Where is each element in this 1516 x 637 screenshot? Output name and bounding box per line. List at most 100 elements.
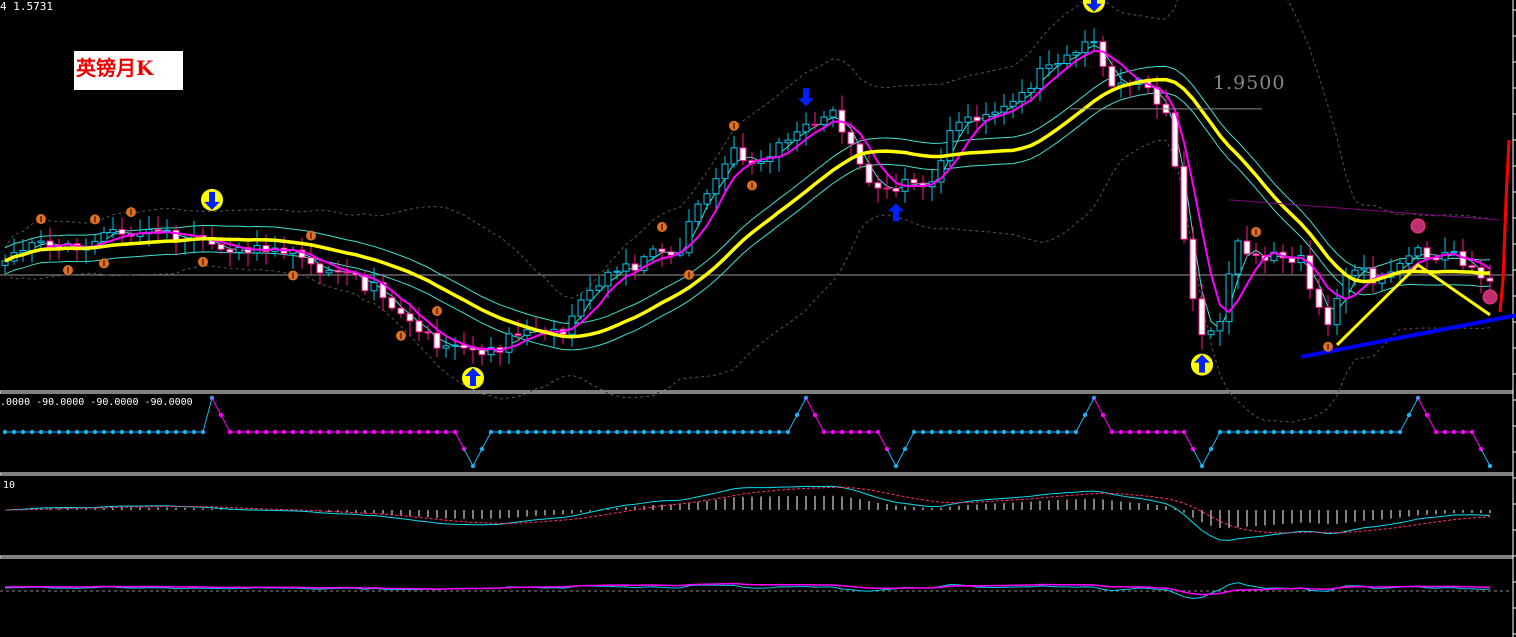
candle-bull <box>604 271 612 287</box>
candle-bear <box>334 269 342 273</box>
oscillator-segment <box>454 431 465 450</box>
target-icon <box>1410 218 1426 234</box>
candle-bull <box>109 228 117 234</box>
candle-bull <box>1360 267 1368 271</box>
candle-bull <box>1351 269 1359 276</box>
level-label: 1.9500 <box>1213 72 1286 94</box>
chart-title-box: 英镑月K <box>74 51 183 90</box>
candle-bull <box>1216 321 1224 332</box>
candle-bear <box>433 332 441 349</box>
oscillator-segment <box>463 448 474 467</box>
arrow-down-icon <box>1086 0 1102 12</box>
oscillator-segment <box>1192 448 1203 467</box>
candle-bull <box>685 221 693 254</box>
oscillator-segment <box>805 397 816 416</box>
candle-bull <box>145 228 153 235</box>
zigzag-line <box>1335 262 1491 347</box>
arrow-down-icon <box>204 191 220 210</box>
bottom-line-magenta <box>4 582 1491 596</box>
target-icon <box>1482 289 1498 305</box>
oscillator-segment <box>904 431 915 450</box>
candle-bull <box>442 345 450 349</box>
candle-bull <box>703 193 711 205</box>
candle-bull <box>451 344 459 347</box>
oscillator-segment <box>1399 414 1410 433</box>
candle-bear <box>1189 238 1197 300</box>
candle-bear <box>397 307 405 315</box>
candle-bear <box>847 131 855 145</box>
candle-bull <box>1090 41 1098 44</box>
candle-bull <box>523 329 531 336</box>
candle-bear <box>910 178 918 184</box>
candle-bull <box>946 130 954 162</box>
candle-bull <box>820 116 828 126</box>
candle-bull <box>784 139 792 144</box>
band-lower <box>4 92 1491 351</box>
candle-bull <box>1342 274 1350 299</box>
oscillator-segment <box>1417 397 1428 416</box>
candle-bull <box>613 270 621 273</box>
candle-bear <box>1306 254 1314 290</box>
candle-bull <box>991 111 999 115</box>
candle-bear <box>118 228 126 235</box>
oscillator-segment <box>1210 431 1221 450</box>
oscillator-segment <box>1201 448 1212 467</box>
candle-bear <box>739 147 747 162</box>
candle-bull <box>37 240 45 244</box>
candle-bull <box>802 123 810 133</box>
candle-bear <box>154 228 162 232</box>
resistance-line <box>1228 199 1500 221</box>
candle-bull <box>1450 250 1458 254</box>
candle-bull <box>505 333 513 353</box>
candle-bear <box>631 263 639 271</box>
candle-bull <box>1225 273 1233 323</box>
candle-bear <box>388 297 396 309</box>
oscillator-segment <box>1075 414 1086 433</box>
candle-bull <box>694 203 702 223</box>
candle-bull <box>1063 54 1071 64</box>
candle-bull <box>1081 41 1089 53</box>
oscillator-point <box>1487 463 1493 469</box>
envelope-upper <box>4 0 1491 299</box>
candle-bear <box>865 163 873 184</box>
candle-bull <box>595 285 603 291</box>
candle-bear <box>1468 265 1476 268</box>
candle-bear <box>307 257 315 265</box>
candle-bear <box>892 187 900 192</box>
candle-bull <box>757 161 765 165</box>
oscillator-segment <box>202 397 213 433</box>
candle-bull <box>1000 105 1008 113</box>
candle-bull <box>1036 67 1044 89</box>
oscillator-segment <box>1408 397 1419 416</box>
macd-signal-line <box>4 486 1491 534</box>
candle-bear <box>658 248 666 253</box>
candle-bull <box>937 160 945 183</box>
macd-line <box>4 485 1491 541</box>
oscillator-segment <box>220 414 231 433</box>
candle-bear <box>1486 277 1494 282</box>
candle-bear <box>1315 288 1323 308</box>
candle-bear <box>217 243 225 250</box>
candle-bear <box>883 187 891 190</box>
ohlc-readout: 4 1.5731 <box>0 0 53 13</box>
oscillator-segment <box>787 414 798 433</box>
candle-bull <box>829 109 837 118</box>
candle-bull <box>1414 247 1422 257</box>
candle-bear <box>973 116 981 122</box>
candle-bear <box>1180 165 1188 240</box>
candle-bull <box>577 299 585 317</box>
oscillator-segment <box>1480 448 1491 467</box>
candle-bull <box>955 121 963 132</box>
candle-bear <box>262 245 270 253</box>
oscillator-segment <box>1426 414 1437 433</box>
candle-bear <box>667 251 675 256</box>
band-upper <box>4 65 1491 324</box>
candle-bull <box>1234 240 1242 275</box>
candle-bear <box>1108 65 1116 87</box>
candle-bear <box>226 248 234 253</box>
candle-bull <box>1009 100 1017 107</box>
candle-bear <box>1423 247 1431 259</box>
candle-bull <box>1405 255 1413 264</box>
candle-bull <box>730 147 738 165</box>
